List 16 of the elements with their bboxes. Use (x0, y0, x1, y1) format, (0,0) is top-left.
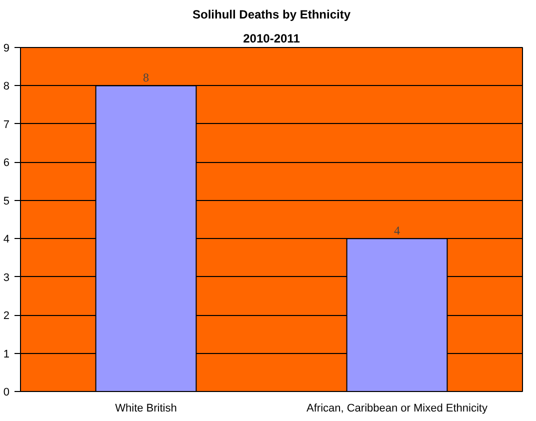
y-tick-label: 3 (3, 272, 10, 284)
data-label: 8 (143, 70, 149, 85)
chart-subtitle: 2010-2011 (243, 32, 300, 46)
y-tick-label: 6 (3, 157, 10, 170)
y-tick-label: 2 (3, 310, 10, 322)
y-tick-label: 8 (3, 80, 10, 93)
y-tick-label: 7 (3, 118, 10, 131)
data-label: 4 (394, 224, 400, 238)
y-tick-label: 0 (3, 386, 10, 398)
x-tick-label: African, Caribbean or Mixed Ethnicity (306, 402, 488, 414)
y-tick-label: 9 (3, 42, 10, 54)
chart-title: Solihull Deaths by Ethnicity (192, 8, 351, 22)
x-tick-label: White British (115, 402, 177, 414)
y-tick-label: 5 (3, 195, 10, 208)
y-tick-label: 1 (3, 348, 10, 360)
y-tick-label: 4 (3, 234, 10, 246)
